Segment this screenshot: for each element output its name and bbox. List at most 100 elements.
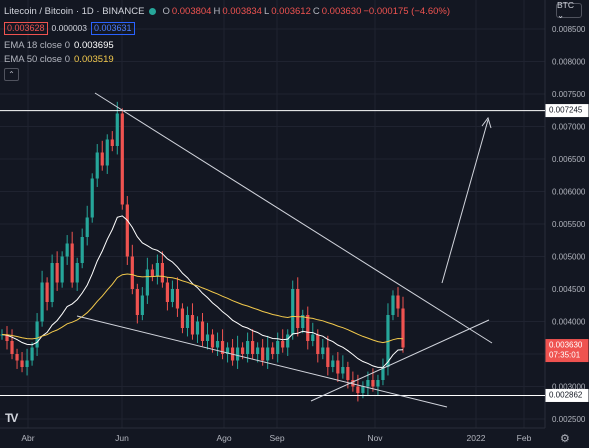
buy-price-button[interactable]: 0.003631 bbox=[91, 21, 135, 35]
candle-body bbox=[125, 204, 129, 257]
time-tick-label: Abr bbox=[21, 433, 34, 443]
candle-body bbox=[60, 256, 64, 283]
price-tick-label: 0.002500 bbox=[552, 415, 586, 424]
ema18-legend[interactable]: EMA 18 close 0 0.003695 bbox=[4, 38, 450, 52]
candle-body bbox=[401, 308, 405, 348]
candle-body bbox=[115, 113, 119, 146]
last-price-tag: 0.003630 bbox=[549, 341, 583, 350]
candle-body bbox=[316, 334, 320, 354]
candle-body bbox=[331, 360, 335, 367]
candle-body bbox=[261, 347, 265, 361]
high-value: 0.003834 bbox=[222, 5, 262, 17]
candle-body bbox=[65, 243, 69, 257]
candle-body bbox=[165, 282, 170, 302]
candle-body bbox=[50, 263, 54, 302]
candle-body bbox=[225, 347, 230, 354]
candle-body bbox=[391, 295, 395, 315]
candle-body bbox=[321, 347, 325, 354]
candle-body bbox=[311, 334, 315, 341]
price-tick-label: 0.005500 bbox=[552, 220, 586, 229]
candle-body bbox=[185, 315, 190, 328]
candle-body bbox=[301, 315, 305, 328]
price-tick-label: 0.006500 bbox=[552, 155, 586, 164]
open-value: 0.003804 bbox=[171, 5, 212, 17]
candle-body bbox=[346, 367, 350, 380]
candle-body bbox=[235, 347, 240, 361]
candle-body bbox=[371, 380, 375, 387]
candle-body bbox=[45, 282, 49, 302]
candle-body bbox=[396, 295, 400, 309]
gear-icon[interactable]: ⚙ bbox=[560, 433, 570, 445]
collapse-legend-button[interactable]: ⌃ bbox=[4, 68, 19, 81]
candle-body bbox=[376, 380, 380, 387]
price-tick-label: 0.003000 bbox=[552, 383, 586, 392]
chart-legend: Litecoin / Bitcoin · 1D · BINANCE O 0.003… bbox=[4, 4, 450, 81]
time-tick-label: Ago bbox=[216, 433, 231, 443]
candle-body bbox=[55, 263, 59, 283]
upper-trendline[interactable] bbox=[94, 92, 493, 344]
candle-body bbox=[75, 263, 79, 283]
candle-body bbox=[286, 334, 290, 348]
spread-value: 0.000003 bbox=[51, 23, 87, 33]
ema18-line bbox=[1, 215, 404, 368]
candle-body bbox=[105, 139, 109, 166]
price-tick-label: 0.008500 bbox=[552, 25, 586, 34]
last-price-tag-bg bbox=[545, 339, 589, 363]
candle-body bbox=[135, 289, 139, 315]
change-value: −0.000175 (−4.60%) bbox=[363, 5, 450, 17]
candle-body bbox=[200, 321, 205, 341]
candle-body bbox=[85, 217, 89, 237]
candle-body bbox=[5, 334, 9, 341]
candle-body bbox=[220, 341, 225, 354]
candle-body bbox=[336, 360, 340, 374]
candle-body bbox=[195, 321, 200, 335]
last-price-tag: 07:35:01 bbox=[549, 351, 581, 360]
currency-selector[interactable]: BTC ⌄ bbox=[556, 0, 582, 20]
candle-body bbox=[145, 269, 149, 296]
ema50-legend[interactable]: EMA 50 close 0 0.003519 bbox=[4, 52, 450, 66]
time-tick-label: Sep bbox=[269, 433, 284, 443]
support-price-tag-bg bbox=[545, 388, 589, 402]
arrow-head-icon bbox=[481, 116, 492, 129]
candle-body bbox=[306, 315, 310, 341]
open-label: O bbox=[162, 5, 170, 17]
ema50-line bbox=[1, 273, 404, 344]
candle-body bbox=[326, 347, 330, 367]
price-tick-label: 0.007500 bbox=[552, 90, 586, 99]
price-tick-label: 0.004000 bbox=[552, 318, 586, 327]
tradingview-logo[interactable]: TV bbox=[5, 411, 18, 425]
target-arrow-line[interactable] bbox=[441, 119, 489, 284]
candle-body bbox=[20, 360, 24, 367]
price-tick-label: 0.004500 bbox=[552, 285, 586, 294]
rising-trendline[interactable] bbox=[310, 319, 490, 402]
candle-body bbox=[90, 178, 94, 218]
candle-body bbox=[10, 341, 14, 354]
candle-body bbox=[180, 308, 185, 328]
candle-body bbox=[366, 380, 370, 387]
close-value: 0.003630 bbox=[321, 5, 362, 17]
candle-body bbox=[40, 282, 44, 322]
support-price-tag: 0.002862 bbox=[549, 390, 583, 399]
lower-trendline[interactable] bbox=[76, 315, 448, 408]
time-tick-label: Nov bbox=[367, 433, 383, 443]
candle-body bbox=[80, 237, 84, 263]
price-tick-label: 0.006000 bbox=[552, 188, 586, 197]
candle-body bbox=[271, 347, 275, 354]
candle-body bbox=[241, 347, 245, 354]
candle-body bbox=[381, 367, 385, 380]
symbol-title[interactable]: Litecoin / Bitcoin · 1D · BINANCE bbox=[4, 5, 145, 17]
candle-body bbox=[95, 152, 99, 179]
ema50-label: EMA 50 close 0 bbox=[4, 53, 71, 65]
candle-body bbox=[341, 367, 345, 374]
candle-body bbox=[351, 380, 355, 387]
candle-body bbox=[266, 347, 270, 361]
candle-body bbox=[291, 289, 295, 335]
candle-body bbox=[120, 113, 124, 205]
sell-price-button[interactable]: 0.003628 bbox=[4, 21, 48, 35]
ema18-value: 0.003695 bbox=[74, 39, 114, 51]
low-label: L bbox=[263, 5, 270, 17]
resistance-price-tag-bg bbox=[545, 104, 589, 118]
candle-body bbox=[246, 341, 250, 354]
candle-body bbox=[210, 334, 215, 348]
